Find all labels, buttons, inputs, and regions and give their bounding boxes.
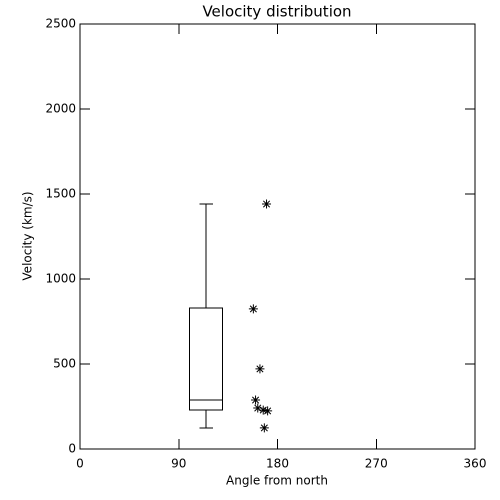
- scatter-point: [263, 406, 273, 416]
- x-axis-label: Angle from north: [226, 474, 328, 488]
- y-tick-label: 1500: [45, 187, 76, 201]
- scatter-point: [259, 423, 269, 433]
- y-tick-label: 1000: [45, 272, 76, 286]
- whisker-high: [199, 203, 213, 309]
- scatter-point: [262, 199, 272, 209]
- x-tick-label: 180: [266, 457, 289, 471]
- x-tick-label: 90: [171, 457, 186, 471]
- y-tick-label: 2000: [45, 102, 76, 116]
- chart-title: Velocity distribution: [202, 3, 351, 21]
- scatter-point: [258, 405, 268, 415]
- x-tick-label: 360: [464, 457, 487, 471]
- x-tick-label: 270: [365, 457, 388, 471]
- scatter-point: [248, 304, 258, 314]
- scatter-point: [255, 364, 265, 374]
- whisker-low: [199, 410, 213, 429]
- y-axis-label: Velocity (km/s): [21, 191, 35, 280]
- y-tick-label: 500: [53, 357, 76, 371]
- y-tick-label: 0: [68, 442, 76, 456]
- x-tick-label: 0: [76, 457, 84, 471]
- scatter-point: [253, 403, 263, 413]
- y-tick-label: 2500: [45, 17, 76, 31]
- scatter-point: [251, 395, 261, 405]
